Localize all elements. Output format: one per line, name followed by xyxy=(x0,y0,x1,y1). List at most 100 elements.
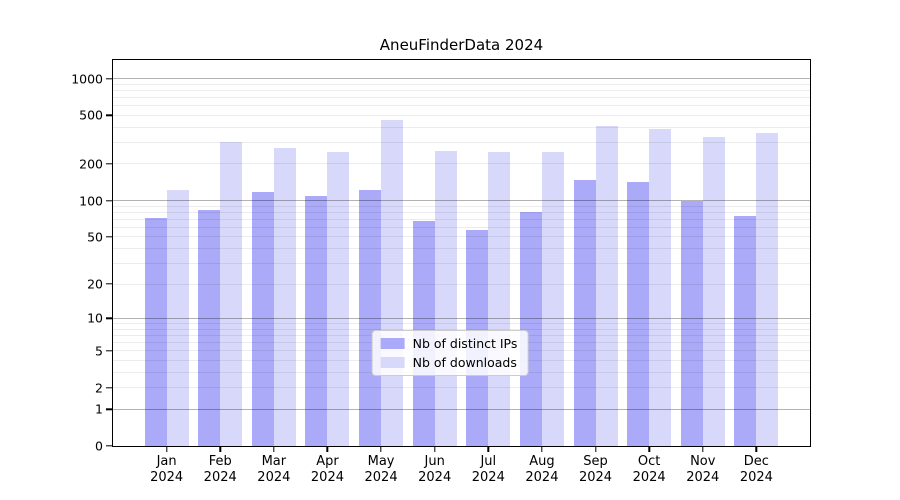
bar-downloads xyxy=(595,125,618,446)
bar-downloads xyxy=(488,151,511,446)
y-tick-mark xyxy=(106,199,112,202)
x-tick-year: 2024 xyxy=(686,470,720,485)
y-tick-label: 10 xyxy=(87,310,103,326)
gridline xyxy=(113,105,810,107)
x-tick-mark xyxy=(165,447,168,452)
x-tick-month: Oct xyxy=(637,454,661,469)
y-tick-mark xyxy=(106,236,112,238)
y-tick-label: 2 xyxy=(95,380,103,396)
x-tick-mark xyxy=(541,447,543,452)
bar-downloads xyxy=(541,151,564,446)
x-tick-mark xyxy=(487,447,489,452)
x-tick-year: 2024 xyxy=(471,470,505,485)
x-tick-label: Mar 2024 xyxy=(242,454,306,486)
x-tick-month: Aug xyxy=(529,454,555,469)
bar-distinct-ips xyxy=(305,196,328,446)
x-tick-mark xyxy=(702,447,704,452)
x-tick-month: Sep xyxy=(583,454,608,469)
gridline xyxy=(113,114,810,116)
x-tick-label: Nov 2024 xyxy=(671,454,735,486)
x-tick-month: Mar xyxy=(261,454,287,469)
x-tick-label: Feb 2024 xyxy=(188,454,252,486)
x-tick-mark xyxy=(326,447,329,452)
legend-swatch-downloads xyxy=(380,357,405,368)
bar-downloads xyxy=(381,120,404,446)
bar-distinct-ips xyxy=(198,210,221,446)
x-tick-month: May xyxy=(367,454,395,469)
y-tick-mark xyxy=(106,386,112,389)
x-tick-year: 2024 xyxy=(578,470,613,485)
gridline xyxy=(113,89,810,91)
bar-downloads xyxy=(327,152,350,446)
x-tick-month: Jan xyxy=(156,454,177,469)
bar-distinct-ips xyxy=(627,182,650,446)
y-tick-label: 50 xyxy=(87,229,103,245)
x-tick-month: Jul xyxy=(480,454,497,469)
bar-downloads xyxy=(434,151,457,446)
y-tick-mark xyxy=(106,114,112,117)
x-tick-year: 2024 xyxy=(203,470,237,485)
legend-label-downloads: Nb of downloads xyxy=(412,355,517,370)
x-tick-label: Dec 2024 xyxy=(724,454,788,486)
bar-distinct-ips xyxy=(680,200,703,446)
legend-item-distinct-ips: Nb of distinct IPs xyxy=(380,336,518,351)
x-tick-year: 2024 xyxy=(310,470,344,485)
y-tick-mark xyxy=(106,77,112,80)
gridline xyxy=(113,126,810,128)
x-tick-year: 2024 xyxy=(632,470,666,485)
gridline xyxy=(113,97,810,98)
x-tick-year: 2024 xyxy=(364,470,398,485)
bar-distinct-ips xyxy=(519,212,542,446)
bar-downloads xyxy=(220,142,243,446)
plot-area: 0 1 2 5 10 20 50 100 200 500 1000 Jan 2024 Feb 2024 Mar… xyxy=(71,59,811,485)
gridline xyxy=(113,83,810,85)
bar-distinct-ips xyxy=(251,192,274,446)
y-tick-mark xyxy=(106,408,112,410)
x-tick-month: Dec xyxy=(743,454,769,469)
x-tick-mark xyxy=(648,447,650,452)
y-tick-label: 0 xyxy=(95,438,103,454)
x-tick-month: Jun xyxy=(424,454,445,469)
x-tick-year: 2024 xyxy=(739,470,773,485)
x-tick-year: 2024 xyxy=(418,470,452,485)
x-tick-month: Apr xyxy=(316,454,339,469)
legend: Nb of distinct IPs Nb of downloads xyxy=(371,330,529,376)
y-tick-label: 20 xyxy=(87,276,103,292)
x-tick-label: Apr 2024 xyxy=(295,454,359,486)
legend-item-downloads: Nb of downloads xyxy=(380,355,518,370)
x-tick-month: Nov xyxy=(690,454,716,469)
x-tick-label: Sep 2024 xyxy=(564,454,628,486)
x-tick-mark xyxy=(273,447,275,452)
y-tick-label: 100 xyxy=(79,193,103,209)
y-tick-label: 200 xyxy=(79,156,103,172)
legend-swatch-distinct-ips xyxy=(380,338,405,349)
x-tick-year: 2024 xyxy=(257,470,291,485)
y-tick-label: 5 xyxy=(95,343,103,359)
x-tick-mark xyxy=(219,447,221,452)
bar-downloads xyxy=(649,128,672,446)
x-tick-mark xyxy=(755,447,758,452)
x-tick-year: 2024 xyxy=(525,470,559,485)
y-tick-mark xyxy=(106,163,112,165)
bar-distinct-ips xyxy=(734,215,757,446)
gridline xyxy=(113,78,810,80)
y-tick-label: 500 xyxy=(79,107,103,123)
x-tick-mark xyxy=(594,447,597,452)
legend-label-distinct-ips: Nb of distinct IPs xyxy=(412,336,518,351)
x-tick-label: Jan 2024 xyxy=(135,454,199,486)
chart-title: AneuFinderData 2024 xyxy=(379,36,544,54)
bar-downloads xyxy=(756,132,779,446)
x-tick-label: Jun 2024 xyxy=(403,454,467,486)
y-tick-mark xyxy=(106,445,112,447)
x-tick-mark xyxy=(433,447,436,452)
x-tick-label: Aug 2024 xyxy=(510,454,574,486)
bar-downloads xyxy=(702,136,725,446)
x-tick-year: 2024 xyxy=(150,470,184,485)
bar-distinct-ips xyxy=(144,217,167,446)
y-tick-mark xyxy=(106,317,112,320)
bar-downloads xyxy=(166,190,189,446)
x-tick-mark xyxy=(380,447,382,452)
x-tick-month: Feb xyxy=(208,454,232,469)
x-tick-label: May 2024 xyxy=(349,454,413,486)
